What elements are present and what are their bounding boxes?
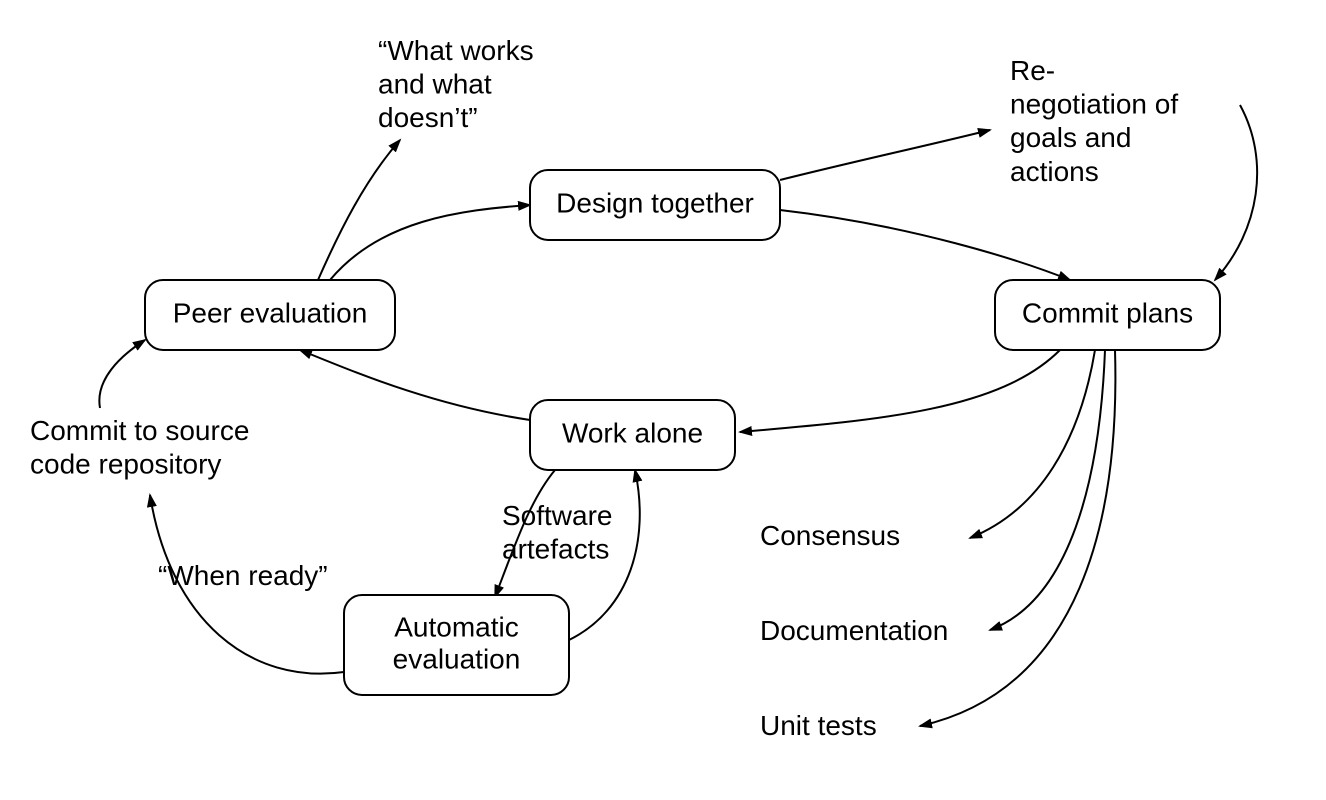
label-commit_source: code repository [30,449,221,480]
label-consensus: Consensus [760,520,900,551]
edge-commit_src_to_peer [99,340,145,408]
node-design_together: Design together [530,170,780,240]
node-label-commit_plans: Commit plans [1022,297,1193,328]
label-renegotiation: goals and [1010,122,1131,153]
label-what_works: and what [378,69,492,100]
node-label-peer_evaluation: Peer evaluation [173,297,368,328]
label-unit_tests: Unit tests [760,710,877,741]
edge-work_to_peer [300,350,530,420]
node-label-automatic_eval: evaluation [393,643,521,674]
label-when_ready: “When ready” [158,560,328,591]
edge-commit_to_work [740,350,1060,432]
label-what_works: “What works [378,35,534,66]
node-peer_evaluation: Peer evaluation [145,280,395,350]
edge-design_to_reneg [780,130,990,180]
edge-reneg_to_commit [1215,105,1257,280]
label-renegotiation: negotiation of [1010,89,1178,120]
node-label-work_alone: Work alone [562,417,703,448]
edge-peer_to_design [330,205,530,280]
labels-layer: “What worksand whatdoesn’t” Re-negotiatio… [30,35,1178,741]
label-documentation: Documentation [760,615,948,646]
node-label-automatic_eval: Automatic [394,611,519,642]
edge-commit_to_units [920,350,1115,726]
label-software_art: artefacts [502,534,609,565]
label-software_art: Software [502,500,613,531]
edge-design_to_commit [780,210,1070,280]
nodes-layer: Design together Commit plans Peer evaluati… [145,170,1220,695]
label-commit_source: Commit to source [30,415,249,446]
edge-peer_to_what_works [318,140,400,280]
node-label-design_together: Design together [556,187,754,218]
label-renegotiation: Re- [1010,55,1055,86]
edge-commit_to_docs [990,350,1105,630]
label-renegotiation: actions [1010,156,1099,187]
node-automatic_eval: Automaticevaluation [344,595,569,695]
edge-commit_to_consensus [970,350,1095,538]
label-what_works: doesn’t” [378,102,478,133]
node-work_alone: Work alone [530,400,735,470]
node-commit_plans: Commit plans [995,280,1220,350]
